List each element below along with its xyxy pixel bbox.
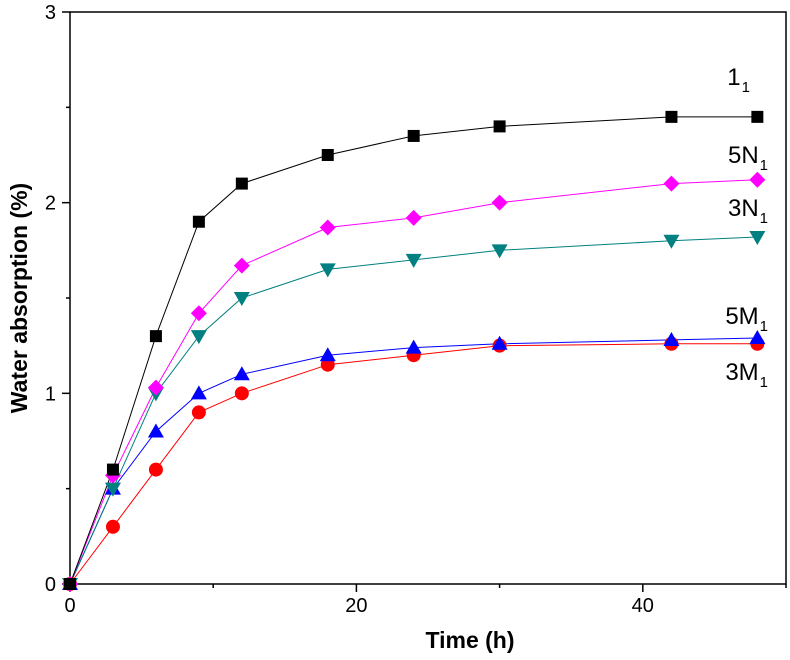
data-point-5m	[190, 385, 207, 400]
data-point-1	[192, 215, 205, 228]
y-axis-title: Water absorption (%)	[6, 183, 32, 413]
data-point-5n	[319, 219, 336, 236]
data-point-3m	[148, 462, 163, 477]
y-tick-label: 2	[45, 193, 56, 215]
series-labels: 11 5N1 3N1 5M1 3M1	[725, 64, 768, 391]
x-tick-label: 40	[632, 595, 654, 617]
data-point-1	[665, 110, 678, 123]
data-point-3n	[749, 230, 766, 245]
y-tick-label: 3	[45, 2, 56, 24]
data-point-3n	[233, 292, 250, 306]
data-point-1	[149, 330, 162, 343]
data-point-5m	[233, 366, 250, 381]
series-markers	[62, 110, 766, 592]
data-point-3m	[191, 405, 206, 420]
data-point-5m	[319, 347, 336, 362]
data-point-5n	[147, 379, 164, 396]
series-label-5n: 5N1	[728, 142, 768, 174]
data-point-5n	[233, 257, 250, 274]
x-tick-label: 0	[64, 595, 75, 617]
series-label-5m: 5M1	[725, 303, 768, 335]
data-point-5n	[405, 209, 422, 226]
data-point-5n	[663, 175, 680, 192]
series-line-1	[69, 116, 758, 585]
series-line-5m	[69, 337, 758, 585]
data-point-1	[321, 149, 334, 161]
data-point-5n	[749, 171, 766, 188]
data-point-3n	[491, 244, 508, 259]
data-point-3m	[234, 386, 249, 401]
data-point-5m	[491, 335, 508, 350]
data-point-5m	[147, 423, 164, 438]
data-point-3n	[190, 330, 207, 345]
data-point-3n	[663, 234, 680, 249]
series-label-3n: 3N1	[728, 195, 768, 227]
data-point-5m	[663, 331, 680, 346]
series-label-1: 11	[727, 64, 750, 96]
axis-ticks: 0 20 40 0 1 2 3	[45, 2, 787, 617]
x-tick-label: 20	[345, 595, 367, 617]
x-axis-title: Time (h)	[425, 627, 514, 653]
y-tick-label: 1	[45, 383, 56, 405]
data-point-5n	[491, 194, 508, 211]
data-point-3n	[104, 482, 121, 497]
data-point-3n	[319, 263, 336, 278]
plot-frame	[69, 11, 787, 585]
data-point-1	[106, 463, 119, 476]
series-line-5n	[69, 179, 758, 585]
data-point-1	[493, 120, 506, 133]
data-point-5m	[405, 339, 422, 354]
data-point-1	[235, 177, 248, 190]
data-point-1	[407, 129, 420, 142]
data-point-3n	[405, 253, 422, 268]
data-point-5n	[190, 305, 207, 322]
data-point-1	[64, 578, 76, 590]
series-label-3m: 3M1	[725, 359, 768, 391]
data-point-3m	[320, 357, 335, 372]
series-line-3m	[69, 343, 758, 585]
data-point-3m	[105, 519, 120, 534]
series-line-3n	[69, 236, 758, 585]
data-point-1	[751, 110, 764, 123]
series-lines	[69, 116, 758, 585]
y-tick-label: 0	[45, 574, 56, 596]
data-point-5m	[749, 330, 766, 345]
